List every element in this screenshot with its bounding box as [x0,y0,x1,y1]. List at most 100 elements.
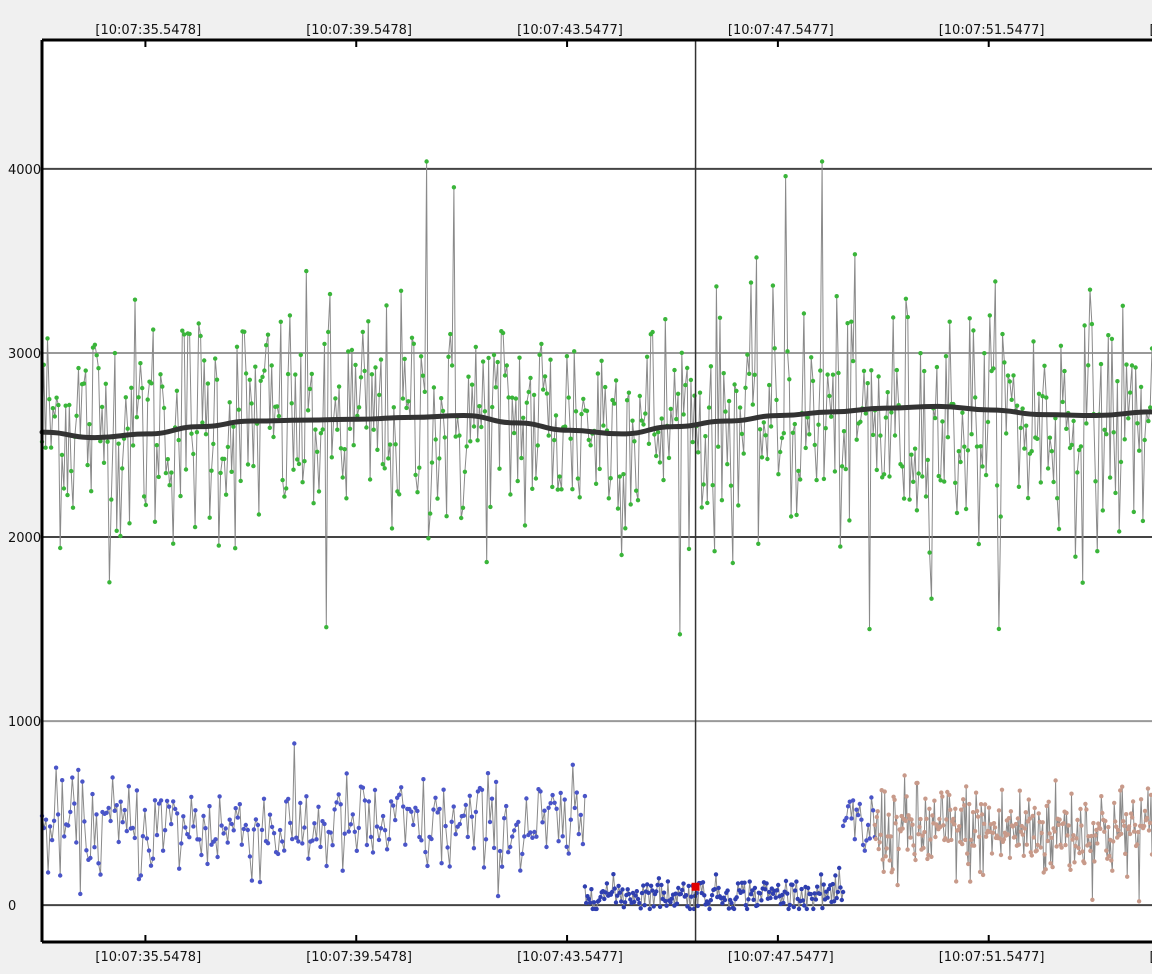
series-4-point [1138,797,1144,802]
series-2-point [709,893,715,898]
series-0-point [852,252,858,257]
series-4-point [1053,778,1058,783]
series-2-point [586,896,591,902]
series-1-point [475,789,481,794]
series-1-point [231,828,236,833]
series-4-point [896,846,901,852]
series-2-point [641,883,646,888]
series-1-point [237,802,242,807]
series-0-point [163,470,169,476]
series-0-point [243,371,249,376]
series-0-point [459,515,464,521]
series-2-point [650,888,655,893]
series-0-point [619,552,624,558]
series-0-point [1004,431,1009,436]
series-0-point [878,433,883,438]
series-0-point [573,409,579,414]
series-4-point [888,834,893,839]
series-0-point [120,466,125,471]
series-0-point [785,349,790,354]
series-2-point [637,900,642,906]
series-0-point [475,438,480,443]
series-0-point [420,373,426,378]
series-4-point [989,851,995,856]
series-1-point [229,821,234,827]
series-0-point [781,431,786,436]
series-0-point [435,496,440,501]
series-2-point [813,897,819,902]
series-0-point [362,368,367,374]
series-1-point [364,842,370,848]
series-2-point [706,901,711,906]
series-0-point [282,494,287,499]
series-1-point [88,855,93,861]
series-0-point [253,364,258,369]
series-4-point [991,821,997,826]
series-1-point [429,836,434,842]
series-1-point [368,834,374,840]
x-tick-label-bottom: [10:07:35.5478] [95,950,201,965]
series-1-point [114,803,119,808]
series-0-point [911,479,916,484]
series-2-point [689,894,694,899]
series-0-point [723,409,728,414]
series-0-point [559,487,564,492]
series-0-point [696,450,701,455]
series-4-point [1043,867,1048,872]
series-1-point [360,785,366,790]
series-1-point [150,856,156,861]
series-0-point [160,384,165,389]
series-1-point [512,828,517,833]
series-0-point [790,430,796,435]
series-0-point [734,388,739,394]
series-0-point [490,404,495,410]
series-1-point [441,787,446,792]
series-0-point [615,506,621,511]
series-0-point [198,333,203,339]
series-0-point [1071,418,1076,424]
series-1-point [84,848,89,853]
series-0-point [125,426,130,431]
series-4-point [1032,805,1037,811]
series-0-point [371,427,376,432]
series-2-point [794,879,799,884]
series-1-point [322,821,327,827]
series-0-point [752,372,757,377]
series-2-point [839,897,844,903]
series-0-point [1127,390,1133,395]
series-0-point [1111,430,1116,435]
series-2-point [747,879,752,884]
series-0-point [500,330,506,336]
series-1-point [352,829,357,834]
series-0-point [555,487,560,492]
series-4-point [920,833,925,838]
series-4-point [981,821,987,826]
series-0-point [539,341,544,347]
series-0-point [943,354,949,359]
series-0-point [247,377,252,382]
series-1-point [568,817,573,822]
series-0-point [717,315,723,320]
series-4-point [1106,824,1111,830]
series-0-point [129,385,134,390]
series-4-point [978,802,984,807]
series-0-point [739,431,745,437]
series-4-point [953,806,958,811]
series-2-point [613,900,619,905]
series-0-point [1131,509,1137,515]
series-0-point [847,518,852,523]
series-0-point [1109,336,1115,342]
series-4-point [996,808,1002,813]
series-0-point [484,559,489,565]
series-4-point [1148,792,1152,798]
series-1-point [112,808,117,813]
series-0-point [541,387,546,392]
series-4-point [1005,832,1011,837]
series-0-point [67,402,72,408]
series-2-point [676,885,681,891]
series-4-point [954,879,959,884]
series-0-point [956,449,961,454]
series-4-point [908,835,913,840]
series-4-point [877,840,882,845]
